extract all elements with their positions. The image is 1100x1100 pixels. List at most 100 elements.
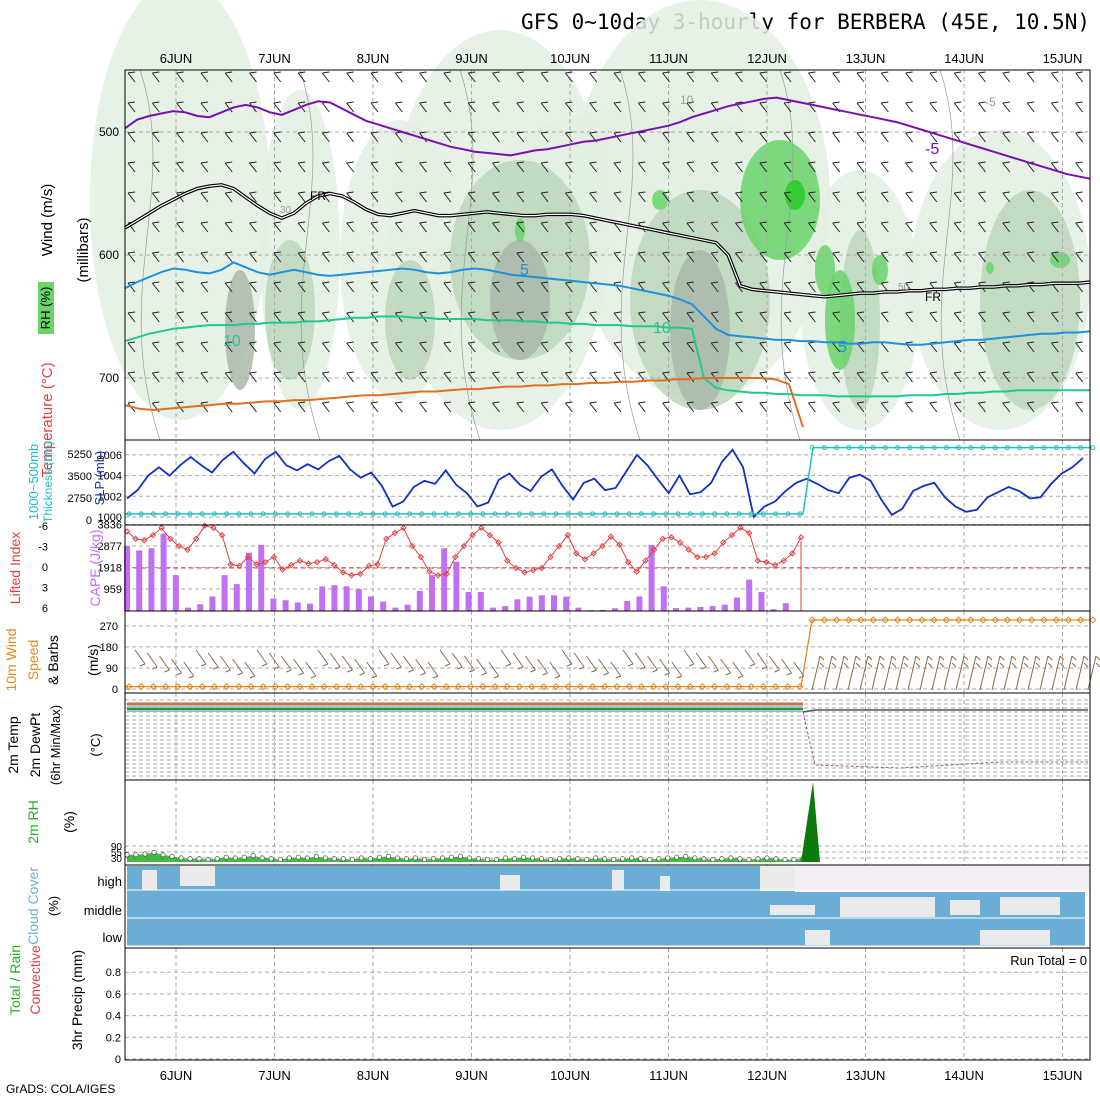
wind-barb xyxy=(856,71,865,83)
wind-barb xyxy=(1002,311,1011,323)
wind-speed-marker xyxy=(259,682,267,691)
li-tick-label: 0 xyxy=(42,562,48,574)
wind-barb xyxy=(322,281,330,293)
wind-barb xyxy=(249,161,257,173)
wind-barb xyxy=(659,658,671,676)
cape-bar xyxy=(270,598,277,611)
wind-barb xyxy=(516,251,525,263)
li-marker xyxy=(166,535,174,543)
date-label-top: 7JUN xyxy=(258,51,291,66)
li-marker xyxy=(702,553,710,561)
slp-frame xyxy=(124,439,1091,526)
wind-barb xyxy=(953,251,962,263)
rh-marker xyxy=(160,852,166,858)
wind-barb xyxy=(662,221,670,233)
rh-marker xyxy=(665,855,671,861)
wind-barb xyxy=(297,311,306,323)
wind-barb xyxy=(370,71,379,83)
cloud-block xyxy=(127,866,795,946)
li-marker xyxy=(503,557,511,564)
wind-barb xyxy=(1051,251,1059,263)
thickness-marker xyxy=(382,511,388,517)
wind-barb xyxy=(1026,131,1035,143)
wind-barb xyxy=(808,71,816,83)
li-marker xyxy=(383,535,390,543)
wind-speed-marker xyxy=(576,682,585,691)
wind-barb xyxy=(695,652,707,670)
wind-barb xyxy=(835,655,849,691)
precip-total-label-part: Total / Rain xyxy=(7,945,23,1015)
thickness-marker xyxy=(687,511,693,517)
wind-speed-marker xyxy=(161,682,170,691)
wind-tick-label: 270 xyxy=(100,621,118,633)
wind-barb xyxy=(419,161,427,173)
precip-axis-label-part: 3hr Precip (mm) xyxy=(69,950,85,1050)
wind-barb xyxy=(1051,131,1059,143)
wind-barb xyxy=(710,71,719,83)
wind-barb xyxy=(427,661,439,679)
wind-barb xyxy=(443,311,452,323)
wind-barb xyxy=(735,131,743,143)
li-marker xyxy=(547,553,554,561)
pressure-tick-label: 600 xyxy=(99,248,119,262)
temp-drop-line xyxy=(802,711,1088,769)
wind-barb xyxy=(686,161,695,173)
cape-bar xyxy=(648,544,655,611)
chart-title: GFS 0~10day 3-hourly for BERBERA (45E, 1… xyxy=(521,10,1090,34)
wind-barb xyxy=(419,371,427,383)
wind-barb xyxy=(394,161,403,173)
wind-barb xyxy=(176,131,184,143)
wind-barb xyxy=(811,655,825,691)
wind-barb xyxy=(1002,221,1011,233)
wind-barb xyxy=(540,251,549,263)
wind-speed-marker xyxy=(540,682,548,691)
rh-marker xyxy=(394,855,400,861)
thickness-marker xyxy=(590,511,596,517)
li-marker xyxy=(555,542,563,550)
thickness-marker xyxy=(346,511,352,517)
wind-barb xyxy=(1051,101,1059,113)
li-marker xyxy=(711,550,718,557)
wind-barb xyxy=(929,101,938,113)
precip-convective-label-part: Convective xyxy=(27,945,43,1014)
thickness-marker xyxy=(541,511,547,517)
wind-barb xyxy=(967,655,981,691)
wind-barb xyxy=(370,131,379,143)
wind-barb xyxy=(467,341,476,353)
thickness-marker xyxy=(821,445,827,451)
wind-barb xyxy=(158,655,170,673)
wind-speed-marker xyxy=(1028,616,1036,624)
wind-barb xyxy=(880,101,889,113)
minmax-axis-label: (6hr Min/Max) xyxy=(48,705,63,785)
thickness-marker xyxy=(626,511,632,517)
wind-barb xyxy=(613,161,622,173)
wind-barb xyxy=(1063,655,1077,691)
wind-barb xyxy=(732,661,744,679)
thickness-marker xyxy=(638,511,644,517)
wind-barb xyxy=(346,251,355,263)
rh-marker xyxy=(322,855,328,861)
wind-barb xyxy=(467,131,476,143)
cape-bar xyxy=(185,607,191,611)
wind-speed-marker xyxy=(967,616,975,624)
thickness-marker xyxy=(358,511,364,517)
cape-bar xyxy=(172,575,179,611)
wind-barb xyxy=(127,101,136,113)
wind-barb xyxy=(370,371,379,383)
wind-barb xyxy=(176,71,184,83)
wind-barb xyxy=(273,311,282,323)
date-label-top: 11JUN xyxy=(649,51,688,66)
li-marker xyxy=(417,553,425,561)
rh-marker xyxy=(448,854,454,860)
wind-barb xyxy=(419,101,427,113)
wind-barb xyxy=(589,161,598,173)
thickness-marker xyxy=(468,511,474,517)
wind-speed-marker xyxy=(784,682,792,691)
cloud-gap xyxy=(1000,897,1060,915)
pressure-tick-label: 700 xyxy=(99,371,119,385)
wind-barb xyxy=(613,401,622,413)
wind-barb xyxy=(1002,101,1011,113)
wind-barb xyxy=(637,401,646,413)
wind-barb xyxy=(1026,251,1035,263)
